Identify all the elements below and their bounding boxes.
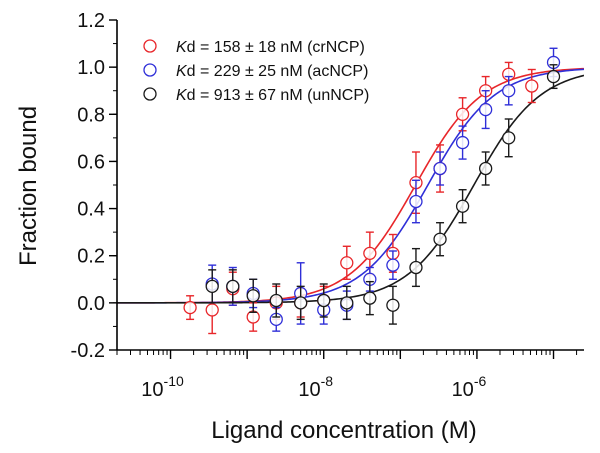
legend-label-italic: K [176, 39, 188, 56]
data-point [363, 291, 377, 305]
x-tick-exponent: -8 [321, 373, 334, 389]
data-point [455, 199, 470, 213]
data-point [546, 69, 561, 84]
data-point [502, 131, 516, 145]
x-tick-exponent: -6 [474, 373, 487, 389]
data-point [340, 256, 354, 270]
data-point [479, 161, 493, 176]
x-tick-label: 10-8 [298, 373, 333, 401]
data-point [502, 84, 516, 98]
y-tick-label: 0.2 [77, 246, 105, 268]
data-point [525, 79, 539, 93]
data-point [205, 303, 219, 317]
y-tick-label: 0.8 [77, 104, 105, 126]
fit-curve-2 [117, 74, 584, 304]
x-tick-label: 10-10 [141, 373, 184, 401]
series-2 [205, 64, 561, 325]
data-point [409, 260, 423, 275]
y-tick-label: -0.2 [71, 340, 105, 362]
plot-area [117, 47, 584, 335]
data-point [386, 258, 400, 272]
data-point [433, 161, 447, 176]
legend-label-rest: d = 158 ± 18 nM (crNCP) [187, 39, 365, 56]
y-tick-label: 0.6 [77, 151, 105, 173]
legend-label: Kd = 913 ± 67 nM (unNCP) [176, 87, 369, 104]
data-point [226, 279, 240, 294]
data-point [455, 107, 470, 121]
data-point [317, 293, 331, 308]
legend-label: Kd = 158 ± 18 nM (crNCP) [176, 39, 365, 56]
legend-marker [143, 39, 157, 53]
x-tick-exponent: -10 [164, 373, 184, 389]
legend-label-italic: K [176, 87, 188, 104]
legend: Kd = 158 ± 18 nM (crNCP)Kd = 229 ± 25 nM… [143, 39, 369, 104]
legend-label-rest: d = 229 ± 25 nM (acNCP) [187, 63, 369, 80]
legend-label-rest: d = 913 ± 67 nM (unNCP) [187, 87, 370, 104]
data-point [269, 293, 283, 308]
data-point [205, 279, 219, 294]
data-point [183, 300, 197, 315]
y-tick-label: 1.0 [77, 57, 105, 79]
x-axis-title: Ligand concentration (M) [211, 417, 476, 444]
data-point [479, 102, 493, 117]
y-axis-title: Fraction bound [15, 106, 42, 266]
y-tick-label: 1.2 [77, 10, 105, 32]
y-tick-label: 0.0 [77, 293, 105, 315]
data-point [363, 246, 377, 261]
legend-marker [143, 87, 157, 101]
legend-label: Kd = 229 ± 25 nM (acNCP) [176, 63, 368, 80]
legend-marker [143, 63, 157, 77]
data-point [246, 289, 260, 303]
x-tick-label: 10-6 [452, 373, 487, 401]
legend-label-italic: K [176, 63, 188, 80]
data-point [409, 194, 423, 209]
data-point [294, 296, 308, 310]
data-point [433, 232, 447, 246]
data-point [455, 135, 470, 150]
y-tick-label: 0.4 [77, 199, 105, 221]
data-point [386, 298, 400, 312]
data-point [340, 296, 354, 310]
